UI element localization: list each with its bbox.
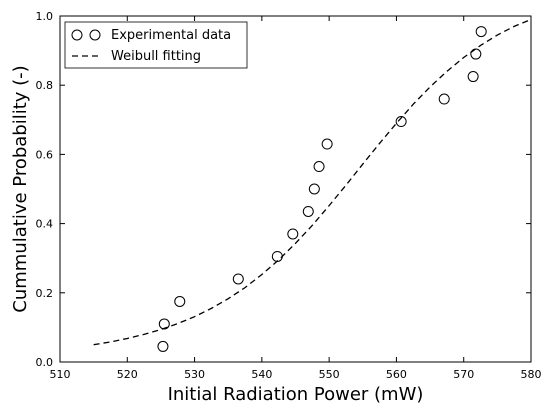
x-tick-label: 570 <box>453 368 474 381</box>
data-point <box>438 93 450 105</box>
y-tick-label: 0.8 <box>36 79 54 92</box>
data-point <box>287 228 299 240</box>
data-point <box>470 48 482 60</box>
x-tick-label: 550 <box>319 368 340 381</box>
data-point <box>475 26 487 38</box>
x-axis-title: Initial Radiation Power (mW) <box>168 384 424 405</box>
legend-marker-circle <box>89 29 101 41</box>
weibull-fitting-line <box>93 18 532 346</box>
y-tick-label: 0.0 <box>36 356 54 369</box>
y-tick-labels: 0.0 0.2 0.4 0.6 0.8 1.0 <box>36 10 54 369</box>
legend-label-weibull: Weibull fitting <box>111 49 201 64</box>
x-tick-label: 530 <box>184 368 205 381</box>
experimental-data-points <box>157 26 487 352</box>
data-point <box>302 205 314 217</box>
legend: Experimental data Weibull fitting <box>64 21 248 69</box>
data-point <box>174 295 186 307</box>
y-axis-title: Cummulative Probability (-) <box>10 65 31 312</box>
data-point <box>308 183 320 195</box>
data-point <box>158 318 170 330</box>
data-point <box>157 340 169 352</box>
y-tick-label: 0.6 <box>36 148 54 161</box>
plot-frame <box>59 15 532 363</box>
data-point <box>232 273 244 285</box>
data-point <box>467 71 479 83</box>
plot-content <box>93 18 532 352</box>
data-point <box>271 250 283 262</box>
x-tick-label: 560 <box>386 368 407 381</box>
data-point <box>395 116 407 128</box>
x-tick-labels: 510 520 530 540 550 560 570 580 <box>50 368 542 381</box>
data-point <box>313 161 325 173</box>
legend-label-experimental: Experimental data <box>111 28 231 43</box>
y-tick-label: 1.0 <box>36 10 54 23</box>
x-tick-label: 520 <box>117 368 138 381</box>
x-tick-label: 580 <box>521 368 542 381</box>
y-tick-label: 0.4 <box>36 218 54 231</box>
x-tick-label: 540 <box>251 368 272 381</box>
x-tick-label: 510 <box>50 368 71 381</box>
data-point <box>321 138 333 150</box>
y-tick-label: 0.2 <box>36 287 54 300</box>
legend-marker-circle <box>71 29 83 41</box>
